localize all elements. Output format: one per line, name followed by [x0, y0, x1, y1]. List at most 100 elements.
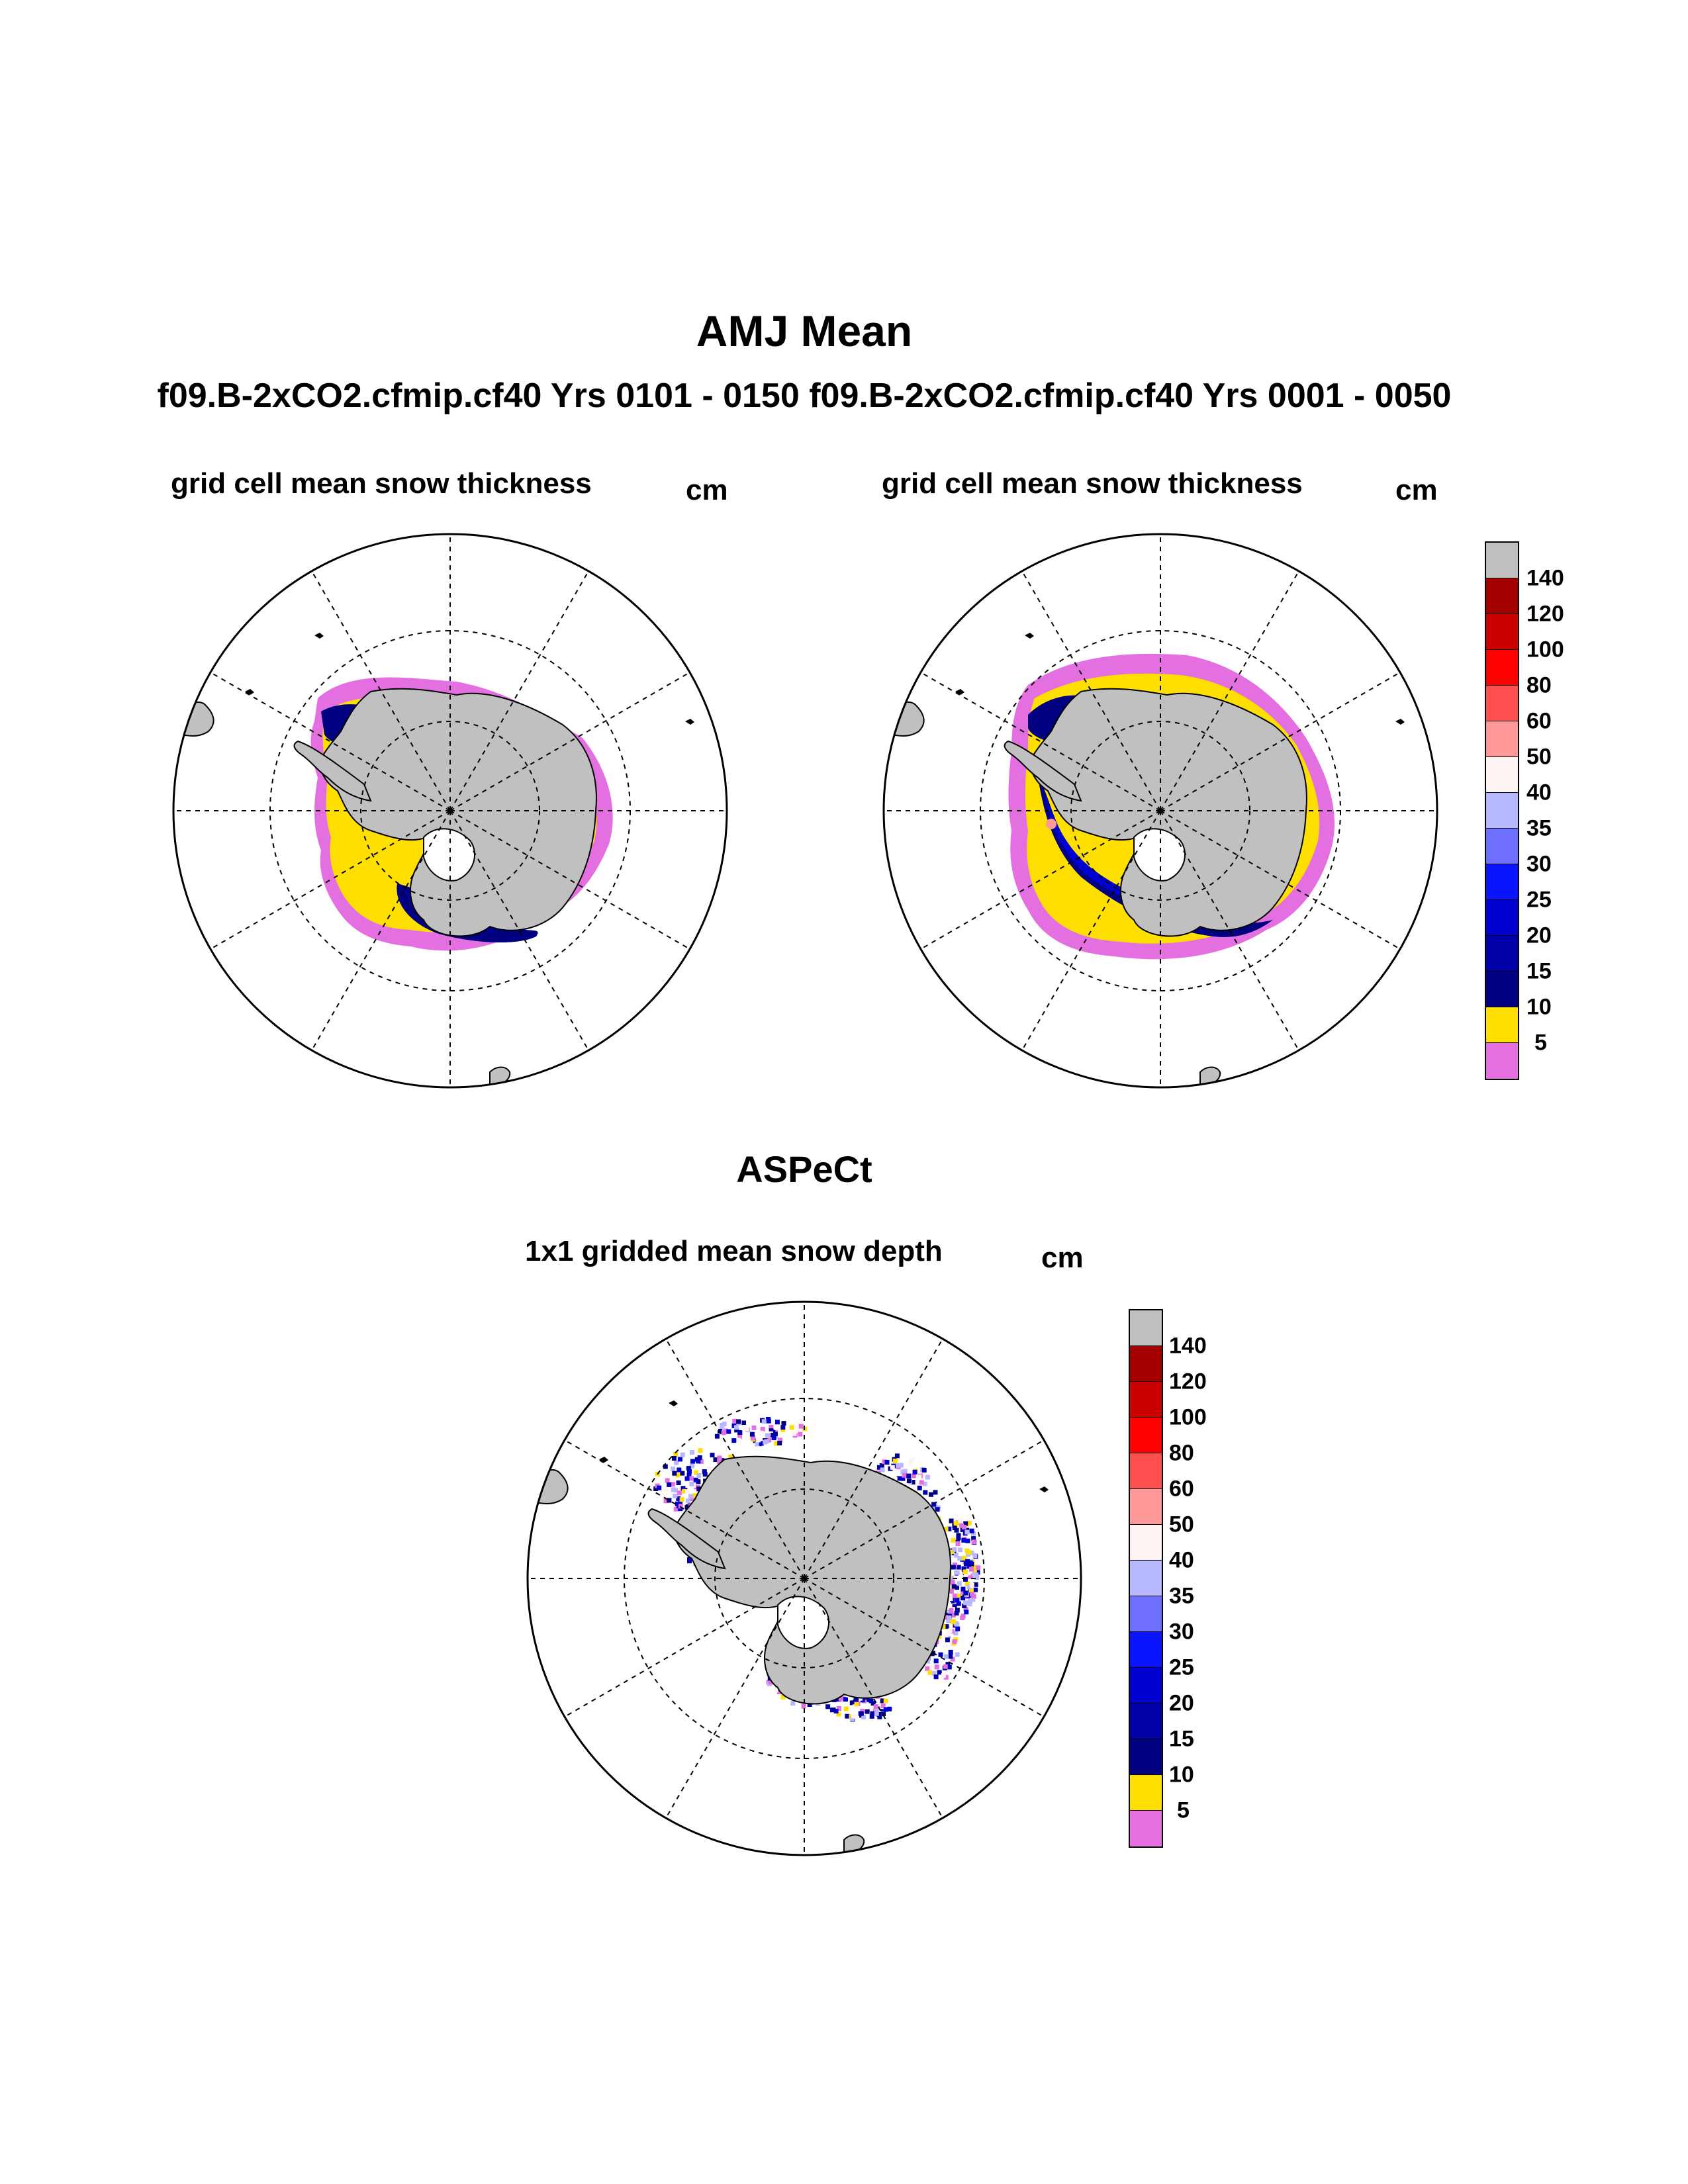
obs-point [768, 1680, 773, 1685]
obs-point [947, 1628, 953, 1633]
obs-point [880, 1467, 885, 1473]
obs-point [665, 1478, 670, 1483]
obs-point [947, 1526, 952, 1531]
obs-point [933, 1490, 938, 1495]
obs-point [682, 1488, 687, 1494]
antarctic-peninsula [647, 1508, 726, 1570]
obs-point [761, 1419, 767, 1424]
obs-point [684, 1504, 690, 1510]
obs-point [910, 1480, 915, 1484]
colorbar-label: 35 [1526, 815, 1552, 841]
obs-point [961, 1524, 966, 1529]
obs-point [731, 1438, 737, 1443]
obs-point [938, 1652, 943, 1657]
obs-point [951, 1584, 957, 1589]
obs-point [969, 1528, 974, 1533]
obs-point [957, 1518, 962, 1524]
antarctic-peninsula [293, 740, 372, 802]
obs-point [934, 1664, 939, 1670]
colorbar-swatch [1130, 1596, 1162, 1632]
obs-point [751, 1435, 756, 1441]
colorbar-swatch [1130, 1811, 1162, 1846]
obs-point [843, 1706, 849, 1711]
obs-point [946, 1631, 951, 1636]
obs-point [969, 1582, 974, 1588]
colorbar-label: 100 [1169, 1404, 1207, 1430]
obs-point [688, 1476, 694, 1481]
obs-point [657, 1485, 662, 1490]
antarctica-land [1029, 688, 1307, 937]
obs-point [975, 1570, 980, 1575]
obs-point [671, 1456, 677, 1461]
obs-point [929, 1492, 934, 1497]
obs-point [672, 1471, 677, 1476]
obs-point [676, 1496, 681, 1501]
obs-point [949, 1588, 954, 1594]
obs-point [946, 1633, 951, 1639]
obs-point [685, 1489, 690, 1494]
obs-point [702, 1469, 707, 1475]
obs-point [902, 1473, 907, 1478]
obs-point [970, 1592, 975, 1597]
obs-point [952, 1547, 957, 1552]
obs-point [943, 1664, 948, 1669]
obs-point [956, 1601, 961, 1606]
obs-point [954, 1610, 959, 1615]
obs-point [944, 1624, 949, 1629]
obs-point [966, 1584, 972, 1590]
obs-point [894, 1453, 900, 1459]
colorbar-swatch [1486, 650, 1518, 686]
obs-point [680, 1452, 685, 1457]
obs-point [781, 1421, 786, 1426]
obs-point [686, 1498, 690, 1504]
obs-point [678, 1506, 683, 1512]
obs-point [771, 1433, 776, 1437]
obs-point [943, 1527, 949, 1531]
obs-point [678, 1501, 682, 1506]
obs-point [696, 1486, 702, 1492]
obs-point [734, 1428, 739, 1433]
obs-point [961, 1566, 966, 1571]
obs-point [749, 1432, 755, 1437]
obs-point [778, 1437, 783, 1443]
colorbar-label: 120 [1169, 1369, 1207, 1394]
obs-point [969, 1551, 974, 1556]
obs-point [911, 1473, 916, 1479]
colorbar-swatch [1130, 1525, 1162, 1561]
obs-point [689, 1450, 694, 1455]
latitude-circle-75 [1070, 721, 1250, 901]
obs-point [696, 1479, 701, 1484]
obs-point [873, 1704, 878, 1709]
obs-point [948, 1521, 953, 1526]
island [1039, 1486, 1049, 1492]
colorbar-label: 25 [1526, 887, 1552, 913]
obs-point [964, 1581, 970, 1586]
obs-point [953, 1631, 959, 1635]
colorbar-swatch [1130, 1561, 1162, 1596]
left-polar-map [172, 533, 728, 1089]
obs-point [919, 1480, 924, 1485]
obs-point [952, 1523, 957, 1528]
obs-point [677, 1467, 682, 1473]
colorbar-swatch [1486, 686, 1518, 721]
obs-point [777, 1441, 782, 1445]
obs-point [923, 1490, 928, 1495]
colorbar-swatch [1486, 1007, 1518, 1043]
obs-point [964, 1529, 970, 1535]
bottom-polar-map [526, 1300, 1082, 1856]
obs-point [961, 1596, 966, 1601]
obs-point [962, 1604, 967, 1608]
obs-point [671, 1487, 676, 1492]
left-panel-title: grid cell mean snow thickness [171, 467, 592, 500]
new-zealand-land [843, 1834, 865, 1855]
obs-point [868, 1698, 874, 1704]
obs-point [945, 1662, 951, 1667]
obs-point [946, 1610, 951, 1615]
obs-point [675, 1473, 680, 1478]
right-panel-title: grid cell mean snow thickness [882, 467, 1303, 500]
obs-point [892, 1477, 898, 1482]
obs-point [706, 1466, 712, 1471]
right-panel-unit: cm [1395, 474, 1438, 506]
obs-point [872, 1708, 878, 1713]
obs-point [684, 1476, 690, 1481]
